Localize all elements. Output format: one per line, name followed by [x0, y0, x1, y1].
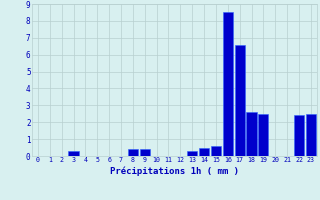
Bar — [187, 151, 197, 156]
Bar — [128, 149, 138, 156]
Bar — [211, 146, 221, 156]
X-axis label: Précipitations 1h ( mm ): Précipitations 1h ( mm ) — [110, 166, 239, 176]
Bar — [223, 12, 233, 156]
Bar — [294, 115, 304, 156]
Bar — [235, 45, 245, 156]
Bar — [306, 114, 316, 156]
Bar — [258, 114, 268, 156]
Bar — [246, 112, 257, 156]
Bar — [68, 151, 79, 156]
Bar — [199, 148, 209, 156]
Bar — [140, 149, 150, 156]
